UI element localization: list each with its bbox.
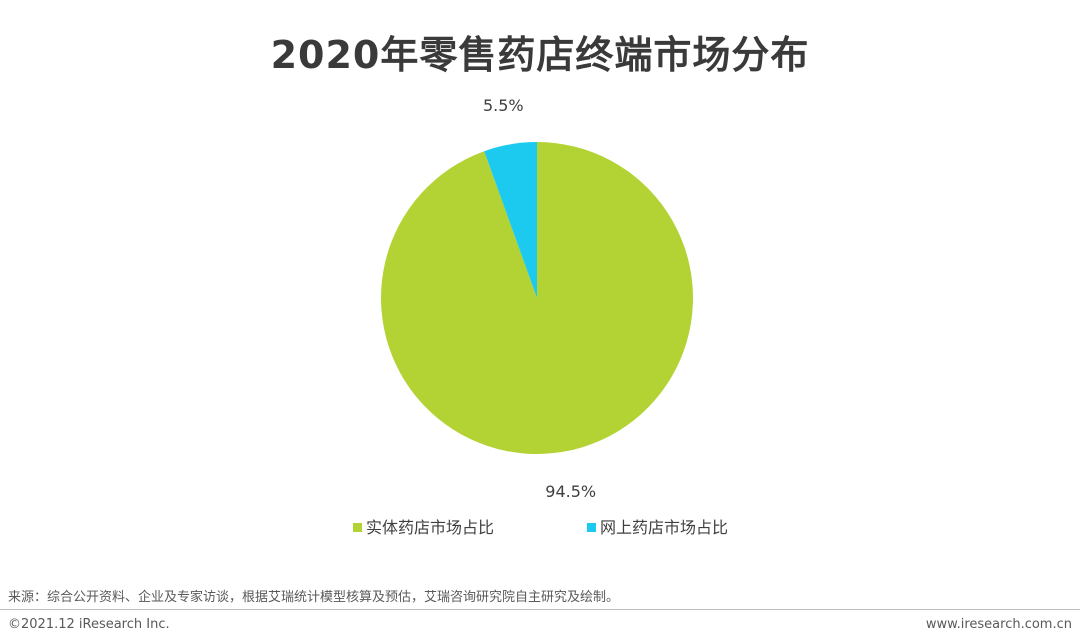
data-label-1: 94.5% [545,482,596,501]
legend-label: 网上药店市场占比 [600,518,728,537]
footer-divider [0,609,1080,610]
legend-swatch [587,523,596,532]
website-link[interactable]: www.iresearch.com.cn [925,617,1072,632]
legend: 实体药店市场占比 网上药店市场占比 [353,518,728,537]
pie-slices [381,142,693,454]
legend-item-2: 网上药店市场占比 [587,518,728,537]
legend-swatch [353,523,362,532]
copyright: ©2021.12 iResearch Inc. [8,617,170,632]
source-note: 来源：综合公开资料、企业及专家访谈，根据艾瑞统计模型核算及预估，艾瑞咨询研究院自… [8,590,620,605]
chart-title: 2020年零售药店终端市场分布 [270,33,810,77]
data-labels: 94.5% 5.5% [483,96,596,501]
pie-slice-2 [484,142,537,298]
legend-label: 实体药店市场占比 [366,518,494,537]
data-label-2: 5.5% [483,96,524,115]
legend-item-1: 实体药店市场占比 [353,518,494,537]
